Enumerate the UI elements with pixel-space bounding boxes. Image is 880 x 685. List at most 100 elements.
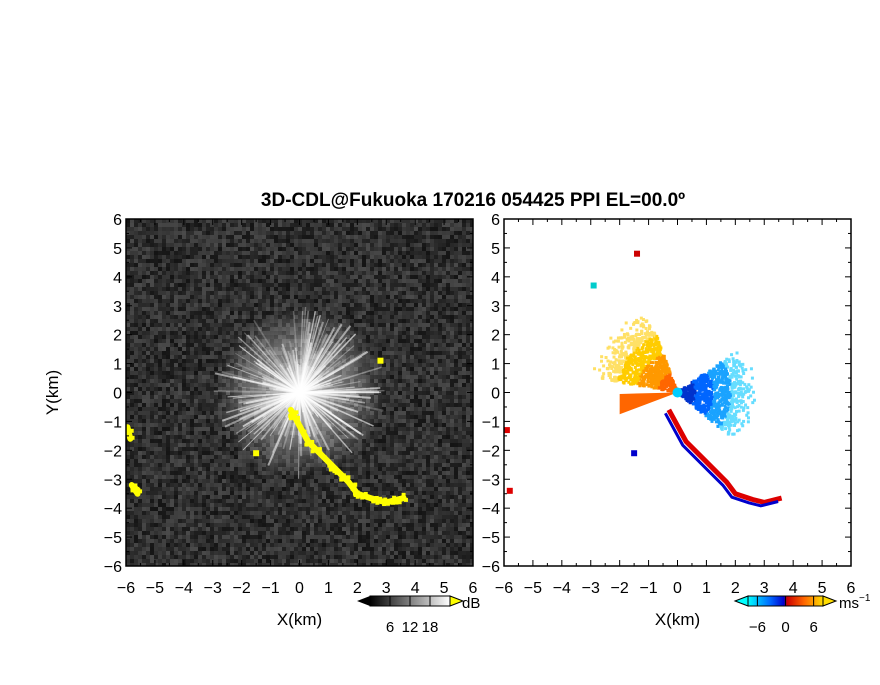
noise-cell: [202, 331, 206, 335]
noise-cell: [182, 287, 186, 291]
noise-cell: [438, 379, 442, 383]
noise-cell: [242, 235, 246, 239]
noise-cell: [198, 363, 202, 367]
noise-cell: [130, 223, 134, 227]
noise-cell: [394, 223, 398, 227]
noise-cell: [154, 283, 158, 287]
noise-cell: [322, 299, 326, 303]
noise-cell: [222, 235, 226, 239]
noise-cell: [418, 367, 422, 371]
noise-cell: [326, 295, 330, 299]
noise-cell: [458, 299, 462, 303]
noise-cell: [462, 239, 466, 243]
noise-cell: [386, 391, 390, 395]
noise-cell: [382, 307, 386, 311]
noise-cell: [166, 239, 170, 243]
noise-cell: [434, 227, 438, 231]
noise-cell: [446, 347, 450, 351]
noise-cell: [206, 315, 210, 319]
noise-cell: [466, 351, 470, 355]
noise-cell: [462, 363, 466, 367]
noise-cell: [442, 431, 446, 435]
noise-cell: [134, 243, 138, 247]
noise-cell: [126, 383, 130, 387]
noise-cell: [386, 259, 390, 263]
noise-cell: [150, 235, 154, 239]
noise-cell: [214, 243, 218, 247]
noise-cell: [202, 339, 206, 343]
noise-cell: [154, 227, 158, 231]
noise-cell: [394, 287, 398, 291]
noise-cell: [306, 279, 310, 283]
noise-cell: [142, 403, 146, 407]
noise-cell: [454, 267, 458, 271]
noise-cell: [394, 383, 398, 387]
noise-cell: [182, 267, 186, 271]
noise-cell: [462, 323, 466, 327]
noise-cell: [238, 295, 242, 299]
noise-cell: [190, 315, 194, 319]
noise-cell: [134, 351, 138, 355]
noise-cell: [134, 299, 138, 303]
noise-cell: [394, 243, 398, 247]
noise-cell: [402, 251, 406, 255]
noise-cell: [450, 311, 454, 315]
noise-cell: [466, 331, 470, 335]
noise-cell: [398, 363, 402, 367]
noise-cell: [182, 443, 186, 447]
noise-cell: [214, 367, 218, 371]
noise-cell: [278, 307, 282, 311]
noise-cell: [166, 367, 170, 371]
noise-cell: [322, 235, 326, 239]
noise-cell: [214, 359, 218, 363]
noise-cell: [454, 383, 458, 387]
noise-cell: [150, 227, 154, 231]
noise-cell: [378, 303, 382, 307]
noise-cell: [346, 275, 350, 279]
noise-cell: [406, 287, 410, 291]
noise-cell: [370, 243, 374, 247]
noise-cell: [326, 251, 330, 255]
noise-cell: [142, 371, 146, 375]
noise-cell: [414, 255, 418, 259]
noise-cell: [442, 239, 446, 243]
noise-cell: [450, 411, 454, 415]
noise-cell: [182, 319, 186, 323]
noise-cell: [170, 271, 174, 275]
noise-cell: [242, 283, 246, 287]
noise-cell: [162, 231, 166, 235]
noise-cell: [222, 303, 226, 307]
noise-cell: [286, 235, 290, 239]
noise-cell: [434, 267, 438, 271]
noise-cell: [414, 327, 418, 331]
noise-cell: [422, 303, 426, 307]
noise-cell: [414, 399, 418, 403]
noise-cell: [382, 311, 386, 315]
noise-cell: [286, 303, 290, 307]
noise-cell: [258, 255, 262, 259]
noise-cell: [154, 371, 158, 375]
noise-cell: [206, 283, 210, 287]
noise-cell: [442, 271, 446, 275]
noise-cell: [182, 235, 186, 239]
noise-cell: [394, 275, 398, 279]
noise-cell: [406, 275, 410, 279]
noise-cell: [146, 339, 150, 343]
noise-cell: [426, 263, 430, 267]
noise-cell: [318, 223, 322, 227]
noise-cell: [402, 343, 406, 347]
noise-cell: [154, 295, 158, 299]
noise-cell: [386, 323, 390, 327]
noise-cell: [134, 407, 138, 411]
noise-cell: [370, 267, 374, 271]
noise-cell: [454, 239, 458, 243]
noise-cell: [466, 259, 470, 263]
noise-cell: [386, 319, 390, 323]
noise-cell: [126, 227, 130, 231]
noise-cell: [210, 363, 214, 367]
noise-cell: [170, 371, 174, 375]
noise-cell: [450, 387, 454, 391]
noise-cell: [254, 283, 258, 287]
noise-cell: [422, 347, 426, 351]
noise-cell: [434, 263, 438, 267]
